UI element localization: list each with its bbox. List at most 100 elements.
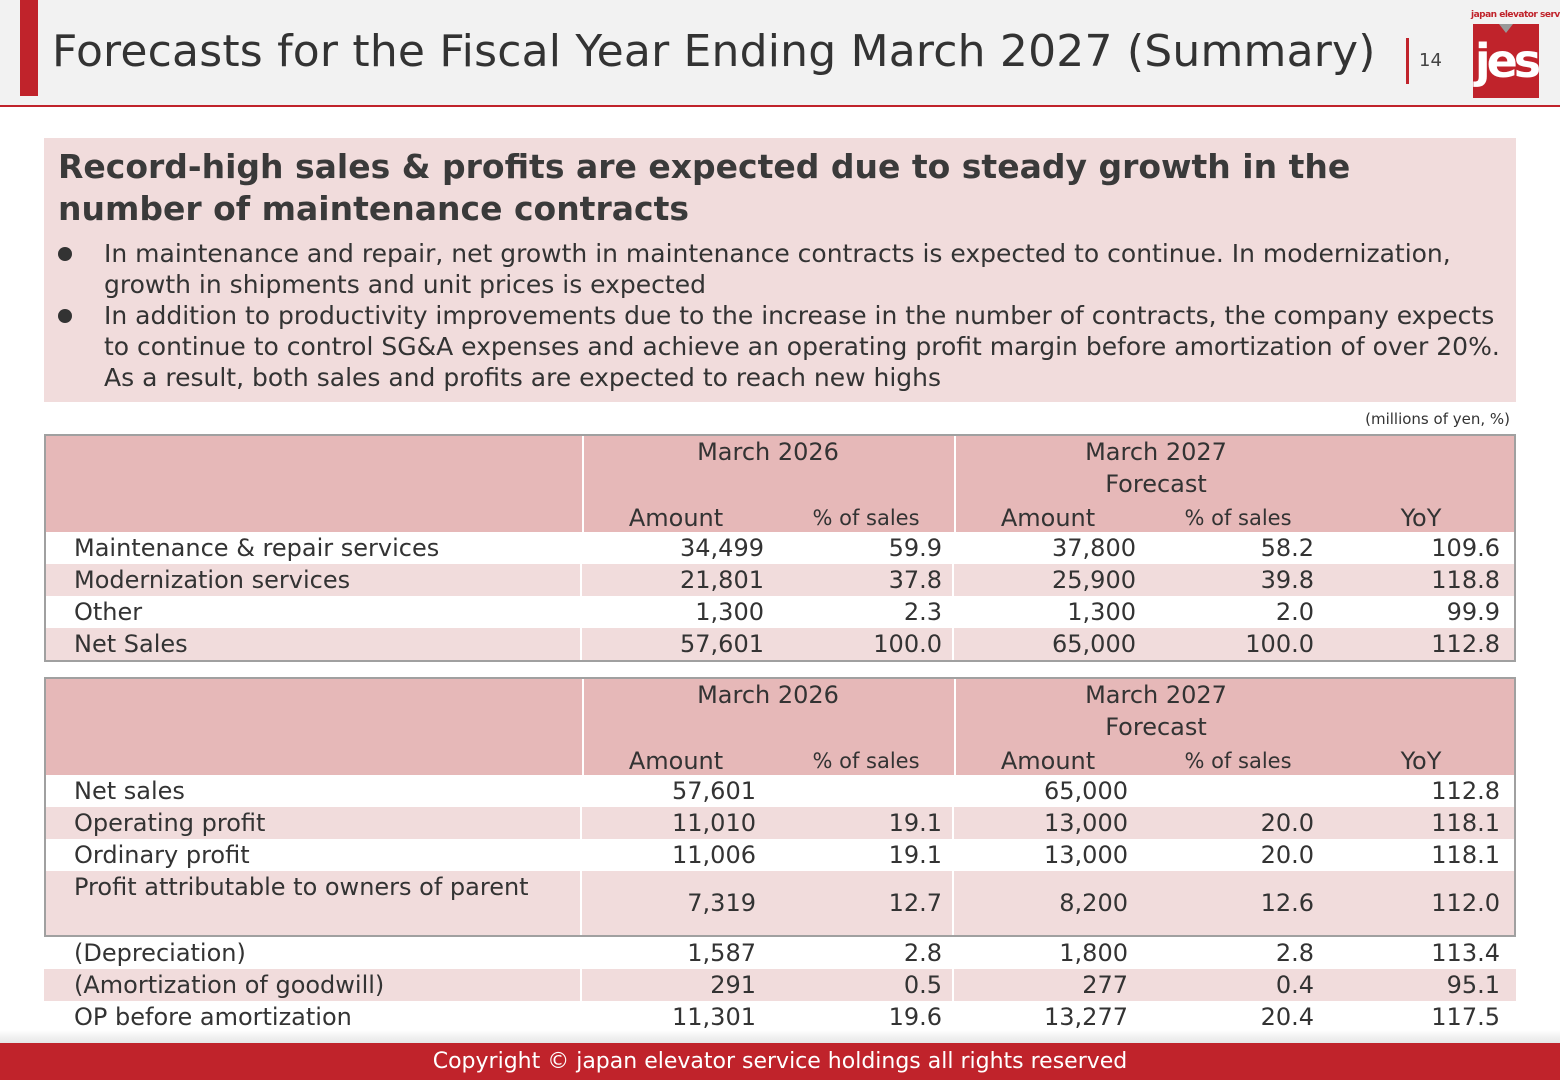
cell-amount-2026: 1,300 xyxy=(695,598,764,626)
header-period-2027: March 2027 xyxy=(1085,681,1227,709)
cell-amount-2026: 21,801 xyxy=(680,566,764,594)
table-row: Net sales 57,601 65,000 112.8 xyxy=(44,775,1516,807)
footer-copyright: Copyright © japan elevator service holdi… xyxy=(0,1043,1560,1080)
bullet-dot-icon xyxy=(58,309,72,323)
row-label: Modernization services xyxy=(74,566,351,594)
cell-amount-2026: 7,319 xyxy=(687,889,756,917)
cell-pct-2027: 39.8 xyxy=(1260,566,1314,594)
cell-yoy: 112.0 xyxy=(1431,889,1500,917)
cell-amount-2027: 37,800 xyxy=(1052,534,1136,562)
cell-pct-2027: 12.6 xyxy=(1260,889,1314,917)
summary-headline: Record-high sales & profits are expected… xyxy=(58,147,1351,228)
cell-pct-2026: 2.8 xyxy=(903,939,942,967)
cell-amount-2026: 11,010 xyxy=(672,809,756,837)
table-header: March 2026 March 2027 Forecast Amount % … xyxy=(44,434,1516,534)
sales-table: March 2026 March 2027 Forecast Amount % … xyxy=(44,434,1516,662)
header-pct-sales: % of sales xyxy=(812,506,920,530)
header-amount: Amount xyxy=(1000,504,1096,532)
cell-amount-2027: 13,000 xyxy=(1044,841,1128,869)
cell-amount-2027: 1,300 xyxy=(1067,598,1136,626)
company-logo: japan elevator service jes xyxy=(1471,10,1560,98)
cell-pct-2026: 100.0 xyxy=(873,630,942,658)
cell-amount-2027: 8,200 xyxy=(1059,889,1128,917)
header-amount: Amount xyxy=(628,747,724,775)
cell-pct-2026: 0.5 xyxy=(903,971,942,999)
summary-box: Record-high sales & profits are expected… xyxy=(44,138,1516,402)
cell-amount-2026: 11,301 xyxy=(672,1003,756,1031)
row-label: (Amortization of goodwill) xyxy=(74,971,385,999)
table-row: Ordinary profit 11,006 19.1 13,000 20.0 118.1 xyxy=(44,839,1516,871)
cell-pct-2027: 0.4 xyxy=(1275,971,1314,999)
logo-tagline: japan elevator service xyxy=(1471,10,1560,20)
cell-yoy: 113.4 xyxy=(1431,939,1500,967)
cell-amount-2027: 277 xyxy=(1082,971,1128,999)
table-header: March 2026 March 2027 Forecast Amount % … xyxy=(44,677,1516,777)
cell-pct-2027: 20.0 xyxy=(1260,841,1314,869)
cell-amount-2027: 13,277 xyxy=(1044,1003,1128,1031)
cell-pct-2026: 59.9 xyxy=(888,534,942,562)
cell-amount-2026: 291 xyxy=(710,971,756,999)
header-pct-sales: % of sales xyxy=(1184,749,1292,773)
row-label: Other xyxy=(74,598,143,626)
cell-pct-2026: 19.6 xyxy=(888,1003,942,1031)
row-label: (Depreciation) xyxy=(74,939,246,967)
slide-title: Forecasts for the Fiscal Year Ending Mar… xyxy=(52,26,1376,77)
page-number: 14 xyxy=(1419,50,1442,71)
cell-yoy: 112.8 xyxy=(1431,630,1500,658)
table-row: OP before amortization 11,301 19.6 13,277 20… xyxy=(44,1001,1516,1033)
header-forecast: Forecast xyxy=(1105,470,1207,498)
row-label: Net Sales xyxy=(74,630,188,658)
cell-amount-2027: 65,000 xyxy=(1044,777,1128,805)
table-row: Other 1,300 2.3 1,300 2.0 99.9 xyxy=(44,596,1516,628)
header-period-2026: March 2026 xyxy=(697,438,839,466)
slide-header: Forecasts for the Fiscal Year Ending Mar… xyxy=(0,0,1560,107)
title-accent-bar xyxy=(20,0,38,96)
cell-amount-2027: 13,000 xyxy=(1044,809,1128,837)
logo-mark: jes xyxy=(1473,24,1541,98)
logo-triangle-icon xyxy=(1499,24,1513,33)
cell-pct-2026: 2.3 xyxy=(903,598,942,626)
cell-pct-2027: 58.2 xyxy=(1260,534,1314,562)
units-note: (millions of yen, %) xyxy=(1365,410,1510,428)
cell-yoy: 117.5 xyxy=(1431,1003,1500,1031)
cell-pct-2027: 20.4 xyxy=(1260,1003,1314,1031)
row-label: Ordinary profit xyxy=(74,841,250,869)
profit-table: March 2026 March 2027 Forecast Amount % … xyxy=(44,677,1516,1033)
cell-yoy: 118.8 xyxy=(1431,566,1500,594)
cell-yoy: 112.8 xyxy=(1431,777,1500,805)
row-label: Profit attributable to owners of parent xyxy=(74,873,529,901)
table-row: Maintenance & repair services 34,499 59.9 3… xyxy=(44,532,1516,564)
row-label: Operating profit xyxy=(74,809,266,837)
header-amount: Amount xyxy=(1000,747,1096,775)
cell-pct-2026: 37.8 xyxy=(888,566,942,594)
cell-yoy: 118.1 xyxy=(1431,809,1500,837)
cell-amount-2026: 1,587 xyxy=(687,939,756,967)
cell-yoy: 118.1 xyxy=(1431,841,1500,869)
cell-pct-2026: 12.7 xyxy=(888,889,942,917)
cell-pct-2027: 2.0 xyxy=(1275,598,1314,626)
header-yoy: YoY xyxy=(1400,504,1442,532)
cell-pct-2027: 20.0 xyxy=(1260,809,1314,837)
bullet-dot-icon xyxy=(58,247,72,261)
header-amount: Amount xyxy=(628,504,724,532)
summary-bullet-text: In addition to productivity improvements… xyxy=(104,301,1500,392)
cell-yoy: 95.1 xyxy=(1446,971,1500,999)
page-number-divider xyxy=(1406,38,1409,84)
cell-amount-2027: 25,900 xyxy=(1052,566,1136,594)
cell-amount-2026: 57,601 xyxy=(672,777,756,805)
row-label: Maintenance & repair services xyxy=(74,534,440,562)
header-pct-sales: % of sales xyxy=(1184,506,1292,530)
cell-pct-2027: 100.0 xyxy=(1245,630,1314,658)
cell-yoy: 109.6 xyxy=(1431,534,1500,562)
table-row: Operating profit 11,010 19.1 13,000 20.0 118.… xyxy=(44,807,1516,839)
row-label: OP before amortization xyxy=(74,1003,352,1031)
cell-pct-2026: 19.1 xyxy=(888,841,942,869)
summary-bullet-text: In maintenance and repair, net growth in… xyxy=(104,239,1451,299)
cell-amount-2027: 65,000 xyxy=(1052,630,1136,658)
row-label: Net sales xyxy=(74,777,185,805)
header-period-2027: March 2027 xyxy=(1085,438,1227,466)
footer-shadow xyxy=(0,1030,1560,1043)
cell-yoy: 99.9 xyxy=(1446,598,1500,626)
header-forecast: Forecast xyxy=(1105,713,1207,741)
cell-amount-2026: 57,601 xyxy=(680,630,764,658)
